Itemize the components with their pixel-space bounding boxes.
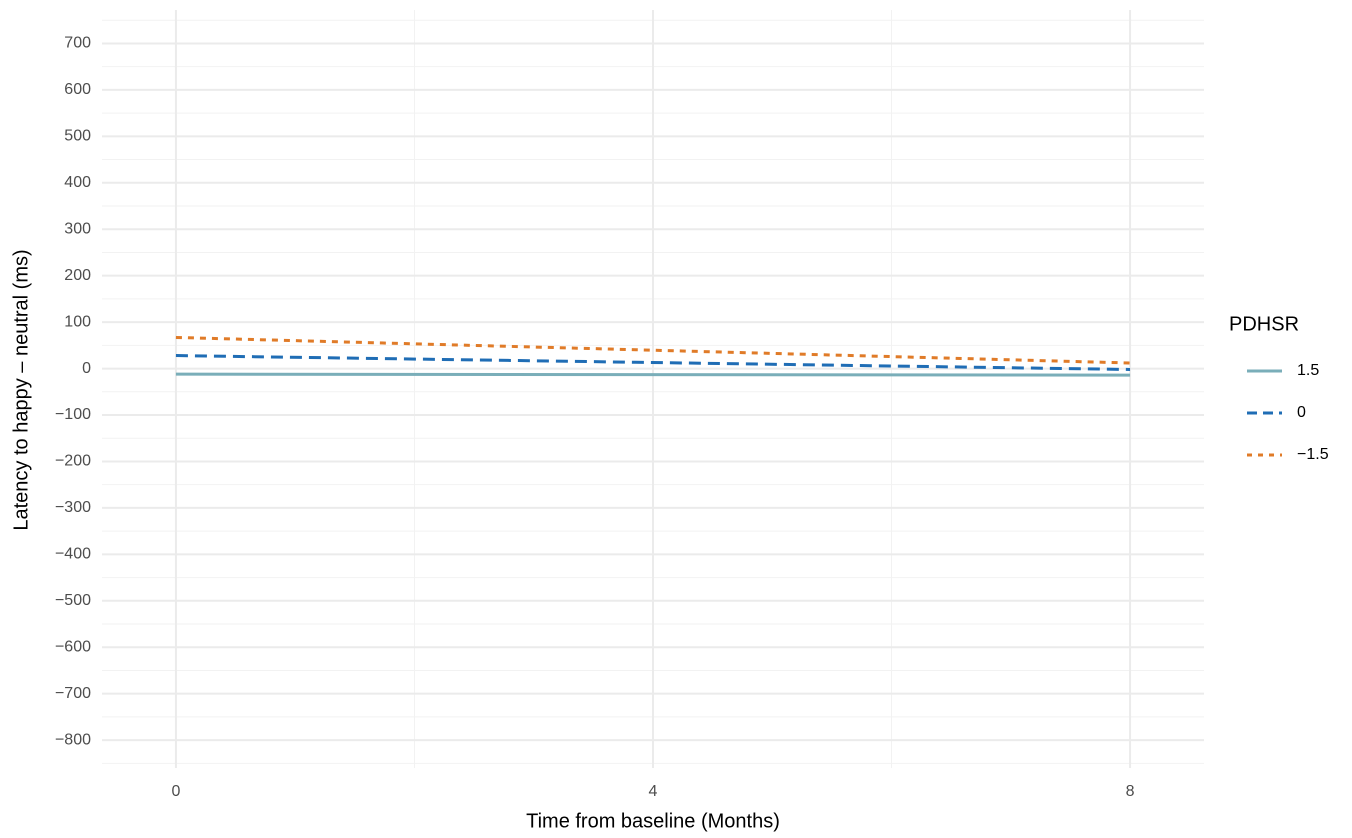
y-tick-label: −700: [55, 685, 91, 702]
legend-label: 1.5: [1297, 362, 1319, 379]
x-tick-label: 8: [1126, 783, 1135, 800]
grid: [102, 10, 1204, 768]
y-tick-label: −600: [55, 638, 91, 655]
y-tick-label: −200: [55, 453, 91, 470]
y-tick-label: 300: [64, 220, 91, 237]
y-tick-label: 200: [64, 267, 91, 284]
y-tick-label: 600: [64, 81, 91, 98]
y-tick-label: 400: [64, 174, 91, 191]
legend-label: −1.5: [1297, 446, 1329, 463]
y-tick-label: −400: [55, 546, 91, 563]
y-tick-label: 700: [64, 35, 91, 52]
y-tick-label: −300: [55, 499, 91, 516]
y-tick-label: 500: [64, 128, 91, 145]
series-line: [175, 335, 1131, 365]
y-tick-label: −800: [55, 731, 91, 748]
legend-title: PDHSR: [1229, 313, 1299, 335]
y-tick-label: −500: [55, 592, 91, 609]
series-line: [175, 354, 1131, 371]
series-line: [175, 372, 1131, 377]
plot: [175, 335, 1131, 377]
x-tick-label: 4: [649, 783, 658, 800]
y-axis-title: Latency to happy – neutral (ms): [10, 249, 32, 530]
x-axis-title: Time from baseline (Months): [526, 810, 780, 832]
y-tick-label: 100: [64, 313, 91, 330]
x-tick-label: 0: [171, 783, 180, 800]
y-tick-label: 0: [82, 360, 91, 377]
y-tick-label: −100: [55, 406, 91, 423]
legend-label: 0: [1297, 404, 1306, 421]
